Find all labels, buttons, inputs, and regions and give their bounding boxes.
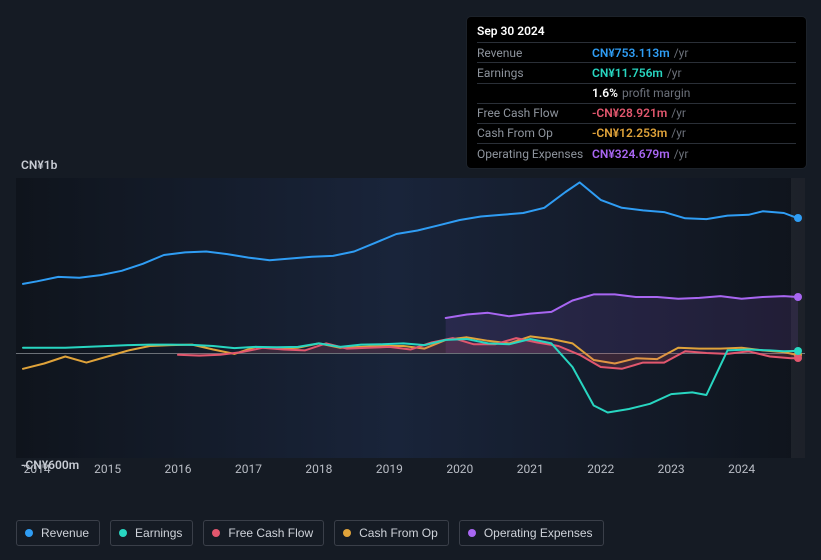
tooltip-row: RevenueCN¥753.113m/yr	[477, 42, 796, 62]
chart-container: Sep 30 2024 RevenueCN¥753.113m/yrEarning…	[0, 0, 821, 560]
legend-label: Operating Expenses	[484, 526, 593, 540]
tooltip-row-value: CN¥11.756m	[592, 65, 663, 81]
legend-item-earnings[interactable]: Earnings	[110, 520, 193, 546]
x-axis-tick: 2022	[587, 462, 614, 476]
x-axis-tick: 2018	[305, 462, 332, 476]
tooltip-date: Sep 30 2024	[477, 23, 796, 39]
series-end-dot	[794, 214, 802, 222]
plot-area[interactable]	[16, 178, 805, 458]
legend-swatch	[212, 529, 220, 537]
x-axis-tick: 2015	[94, 462, 121, 476]
series-end-dot	[794, 354, 802, 362]
series-end-dot	[794, 293, 802, 301]
tooltip-row-suffix: /yr	[667, 65, 682, 81]
tooltip-row-suffix: /yr	[671, 125, 686, 141]
tooltip-row-label: Revenue	[477, 45, 592, 61]
x-axis-tick: 2017	[235, 462, 262, 476]
series-svg	[16, 178, 805, 458]
legend-label: Free Cash Flow	[228, 526, 313, 540]
tooltip-row: 1.6%profit margin	[477, 83, 796, 103]
tooltip-row-aux: profit margin	[622, 85, 690, 101]
x-axis-labels: 2014 2015 2016 2017 2018 2019 2020 2021 2022 2023…	[16, 462, 805, 478]
tooltip-row-label: Earnings	[477, 65, 592, 81]
x-axis-tick: 2024	[728, 462, 755, 476]
legend-swatch	[343, 529, 351, 537]
chart-area: CN¥1b CN¥0 -CN¥600m 20142015201620172018…	[16, 158, 805, 478]
tooltip-row: Cash From Op-CN¥12.253m/yr	[477, 123, 796, 143]
tooltip-row-value: -CN¥28.921m	[592, 105, 667, 121]
legend-item-cash-from-op[interactable]: Cash From Op	[334, 520, 449, 546]
legend-item-free-cash-flow[interactable]: Free Cash Flow	[203, 520, 324, 546]
y-axis-label-top: CN¥1b	[21, 158, 57, 172]
legend-swatch	[119, 529, 127, 537]
series-end-dot	[794, 347, 802, 355]
tooltip-row-label: Cash From Op	[477, 125, 592, 141]
tooltip-row: Free Cash Flow-CN¥28.921m/yr	[477, 103, 796, 123]
tooltip-row-suffix: /yr	[671, 105, 686, 121]
legend-label: Earnings	[135, 526, 182, 540]
legend-swatch	[468, 529, 476, 537]
x-axis-tick: 2019	[376, 462, 403, 476]
x-axis-tick: 2020	[446, 462, 473, 476]
legend: Revenue Earnings Free Cash Flow Cash From O…	[16, 520, 604, 546]
series-line-revenue	[23, 182, 798, 284]
legend-label: Revenue	[41, 526, 89, 540]
x-axis-tick: 2021	[517, 462, 544, 476]
tooltip-row-label: Free Cash Flow	[477, 105, 592, 121]
x-axis-tick: 2014	[24, 462, 51, 476]
legend-label: Cash From Op	[359, 526, 438, 540]
x-axis-tick: 2023	[658, 462, 685, 476]
tooltip-row-value: -CN¥12.253m	[592, 125, 667, 141]
tooltip-card: Sep 30 2024 RevenueCN¥753.113m/yrEarning…	[467, 17, 806, 168]
tooltip-row-value: 1.6%	[592, 85, 618, 101]
tooltip-row-suffix: /yr	[674, 45, 689, 61]
legend-item-revenue[interactable]: Revenue	[16, 520, 100, 546]
x-axis-tick: 2016	[165, 462, 192, 476]
legend-swatch	[25, 529, 33, 537]
tooltip-row-value: CN¥753.113m	[592, 45, 670, 61]
tooltip-row: EarningsCN¥11.756m/yr	[477, 62, 796, 82]
legend-item-operating-expenses[interactable]: Operating Expenses	[459, 520, 604, 546]
